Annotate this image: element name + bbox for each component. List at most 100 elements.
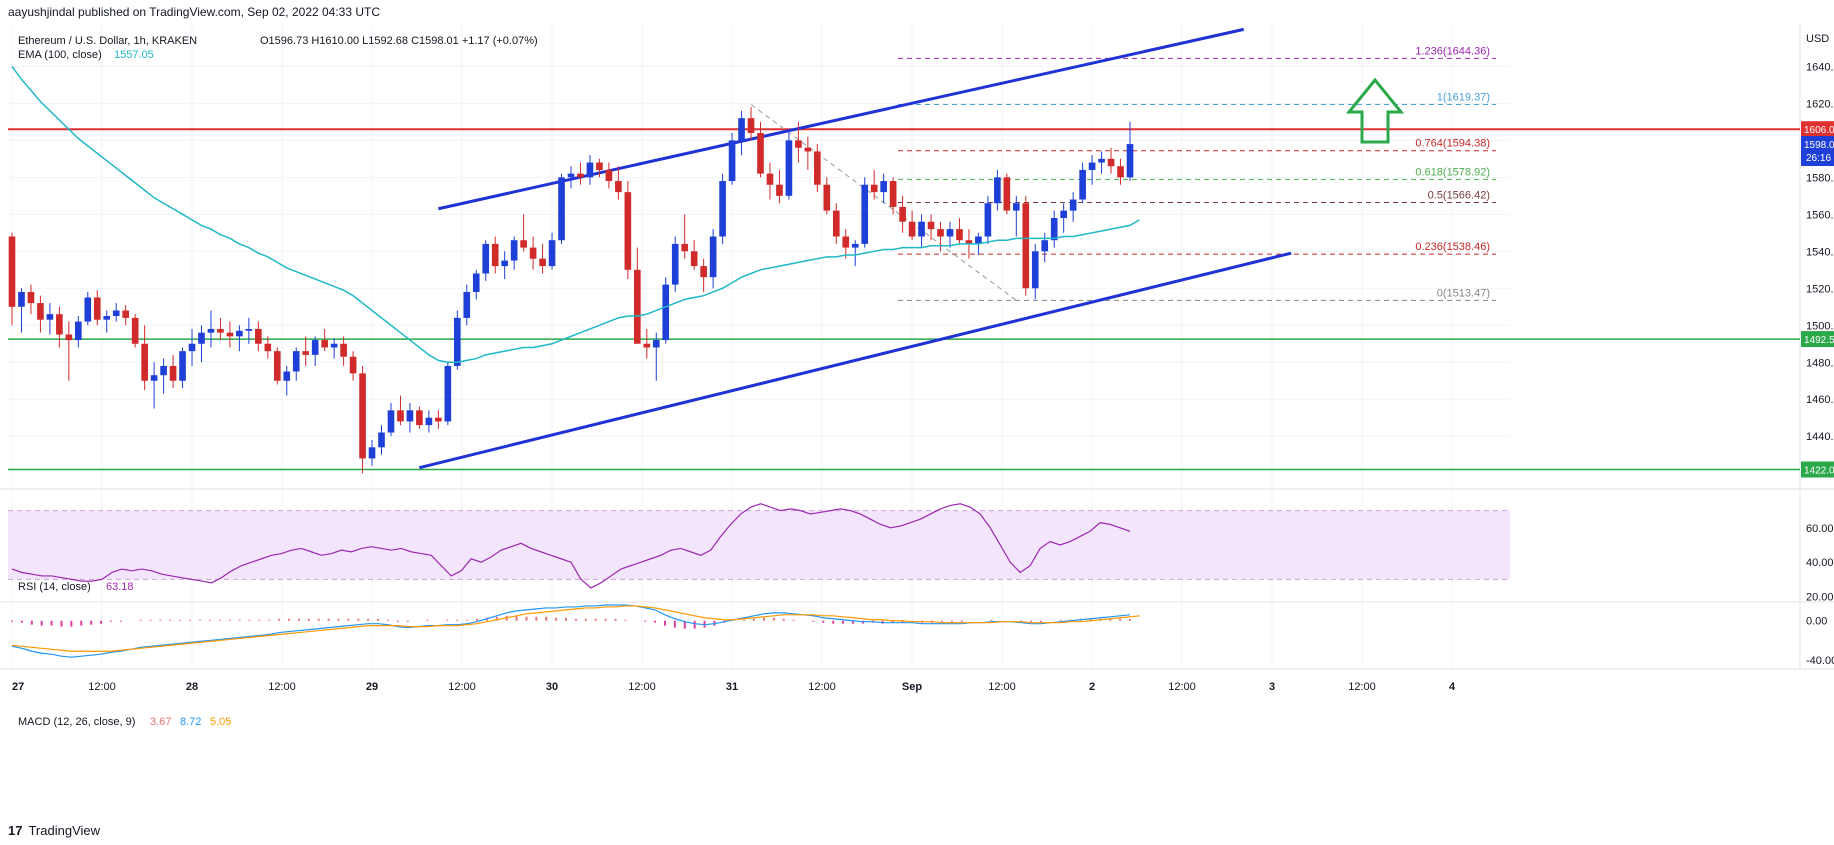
drawings: 1.236(1644.36) 1(1619.37) 0.764(1594.38) 0.… (8, 27, 1800, 471)
price-tick-label: 1560.00 (1806, 209, 1834, 221)
candle-body (482, 243, 490, 274)
time-tick-label: 28 (186, 681, 198, 693)
published-byline: aayushjindal published on TradingView.co… (8, 5, 381, 19)
candle-body (965, 240, 973, 244)
candle-body (510, 240, 518, 261)
price-tick-label: 1460.00 (1806, 394, 1834, 406)
candle-body (1022, 203, 1030, 289)
legend-ema-label: EMA (100, close) (18, 49, 102, 61)
candle-body (662, 284, 670, 341)
legend: Ethereum / U.S. Dollar, 1h, KRAKEN O1596.… (18, 35, 538, 728)
candle-body (8, 236, 16, 307)
candle-body (1050, 218, 1058, 241)
candle-body (956, 229, 963, 241)
candle-body (444, 365, 452, 422)
fib-level-label: 0(1513.47) (1437, 287, 1490, 299)
candle-body (84, 297, 92, 322)
rsi-legend-label: RSI (14, close) (18, 581, 91, 593)
candle-body (823, 184, 831, 211)
candle-body (292, 351, 300, 372)
time-tick-label: 12:00 (1168, 681, 1196, 693)
axis-currency: USD (1806, 33, 1829, 45)
candle-body (851, 243, 859, 248)
candle-body (975, 236, 982, 244)
rsi-line (11, 503, 1131, 589)
candle-body (122, 310, 130, 318)
candle-body (681, 243, 689, 252)
macd-legend-label: MACD (12, 26, close, 9) (18, 716, 135, 728)
candle-body (18, 291, 25, 307)
rsi-tick-label: 20.00 (1806, 592, 1834, 604)
candle-body (984, 203, 992, 237)
price-tick-label: 1620.00 (1806, 98, 1834, 110)
candle-body (160, 365, 167, 376)
legend-ema-value: 1557.05 (114, 49, 154, 61)
candle-body (1060, 210, 1067, 219)
candle-body (719, 181, 726, 237)
candle-body (899, 206, 906, 222)
candle-body (226, 332, 234, 337)
candle-body (586, 162, 594, 178)
candle-body (728, 140, 736, 182)
target-arrow (1345, 77, 1405, 144)
candle-body (56, 314, 63, 335)
candle-body (671, 243, 679, 285)
candle-body (1012, 203, 1020, 211)
channel-lower-line (419, 251, 1292, 470)
candle-body (652, 340, 660, 348)
time-tick-label: 12:00 (88, 681, 116, 693)
candle-body (397, 410, 404, 422)
fib-level-label: 0.618(1578.92) (1415, 166, 1490, 178)
candle-body (217, 328, 224, 333)
candle-body (539, 258, 546, 267)
candle-body (520, 240, 527, 248)
candle-body (927, 221, 935, 230)
macd-signal-line (11, 605, 1140, 652)
candle-body (766, 173, 774, 185)
candle-body (1088, 162, 1096, 170)
candle-body (577, 173, 584, 178)
candle-body (453, 317, 461, 366)
time-tick-label: 27 (12, 681, 24, 693)
candle-body (416, 410, 423, 426)
candle-body (842, 236, 850, 248)
price-tick-label: 1540.00 (1806, 246, 1834, 258)
candle-body (283, 371, 291, 381)
support-low-tag: 1422.00 (1804, 466, 1834, 477)
candle-body (387, 410, 395, 433)
time-tick-label: 12:00 (628, 681, 656, 693)
price-tick-label: 1500.00 (1806, 320, 1834, 332)
candle-body (37, 303, 44, 320)
price-tick-label: 1480.00 (1806, 357, 1834, 369)
macd-tick-label: 0.00 (1806, 616, 1827, 628)
time-tick-label: 2 (1089, 681, 1095, 693)
candle-body (1079, 169, 1086, 200)
candle-body (330, 343, 338, 348)
candle-body (311, 340, 319, 355)
support-mid-tag: 1492.54 (1804, 335, 1834, 346)
price-tick-label: 1440.00 (1806, 431, 1834, 443)
price-tick-label: 1640.00 (1806, 61, 1834, 73)
candle-body (425, 417, 433, 426)
resistance-tag: 1606.03 (1804, 125, 1834, 136)
price-tick-label: 1520.00 (1806, 283, 1834, 295)
candle-body (700, 266, 707, 278)
support-low-tag-bg (1801, 461, 1834, 478)
countdown-tag: 26:16 (1806, 153, 1831, 164)
rsi-tick-label: 60.00 (1806, 523, 1834, 535)
candle-body (93, 297, 101, 320)
rsi-legend-value: 63.18 (106, 581, 134, 593)
macd-tick-label: -40.00 (1806, 655, 1834, 667)
candle-body (75, 321, 82, 341)
macd-legend-value-2: 8.72 (180, 716, 201, 728)
candle-body (605, 169, 613, 182)
rsi-band (8, 510, 1510, 580)
fib-level-label: 0.236(1538.46) (1415, 241, 1490, 253)
candle-body (141, 343, 148, 381)
candle-body (757, 132, 764, 174)
candle-body (558, 177, 565, 241)
candle-body (255, 328, 262, 344)
candle-body (643, 343, 651, 348)
footer: 17 TradingView (8, 820, 100, 840)
